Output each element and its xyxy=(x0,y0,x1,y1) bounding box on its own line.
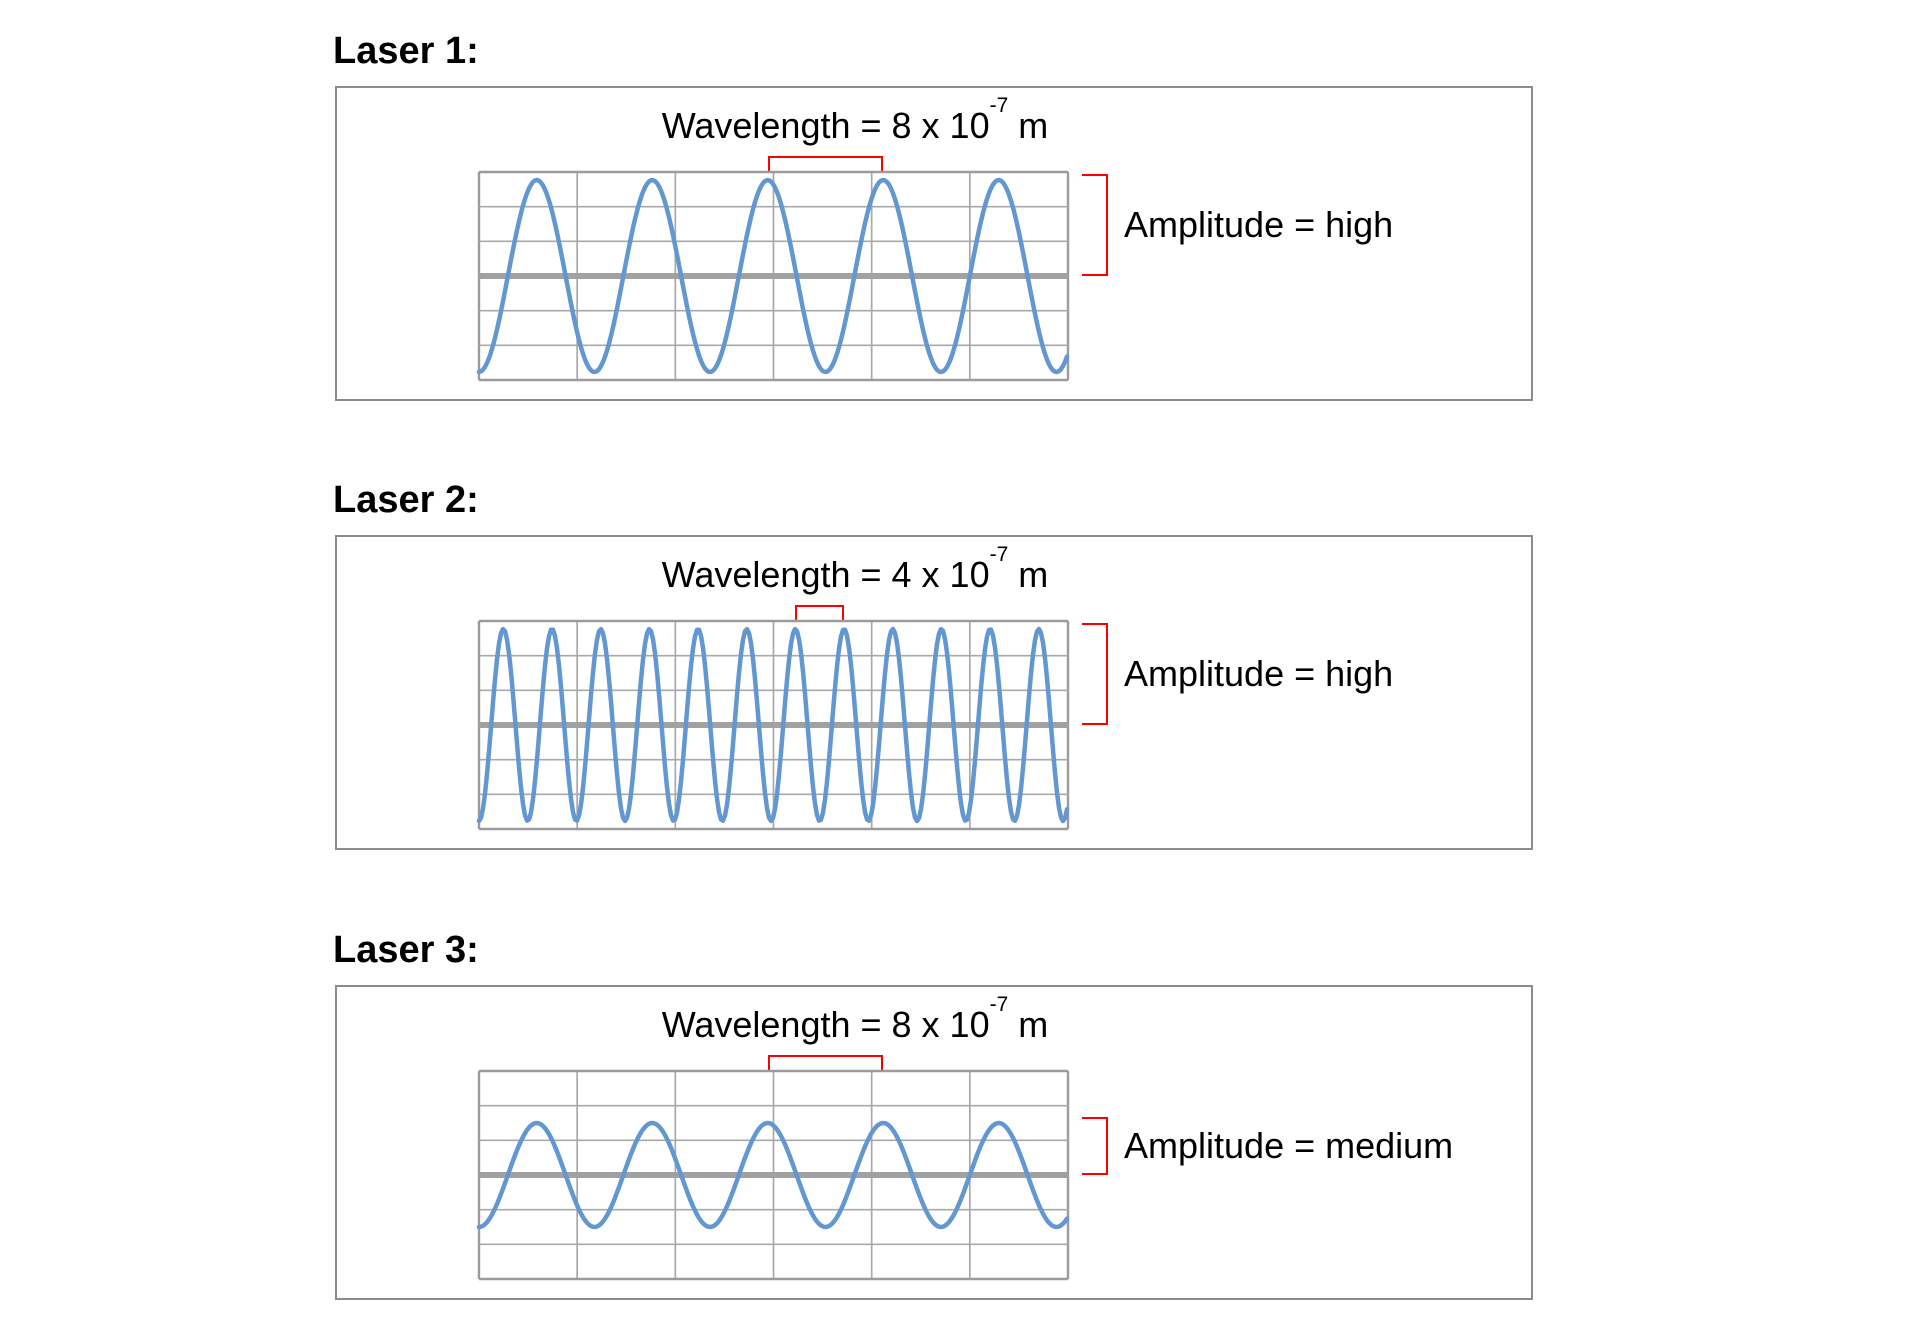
amplitude-label: Amplitude = high xyxy=(1124,653,1394,694)
wavelength-exponent: -7 xyxy=(989,543,1009,566)
amplitude-label: Amplitude = high xyxy=(1124,204,1394,245)
wave-curve xyxy=(476,626,1070,824)
laser-2-box: Wavelength = 4 x 10-7 m Amplitude = high xyxy=(335,535,1533,850)
wave-plot xyxy=(476,170,1070,382)
wavelength-unit: m xyxy=(1008,105,1049,146)
amplitude-bracket xyxy=(1082,623,1108,725)
wavelength-exponent: -7 xyxy=(989,993,1009,1016)
wavelength-label: Wavelength = 8 x 10-7 m xyxy=(565,993,1145,1046)
laser-1-box: Wavelength = 8 x 10-7 m Amplitude = high xyxy=(335,86,1533,401)
wave-curve xyxy=(476,177,1070,375)
wavelength-value: Wavelength = 8 x 10 xyxy=(661,105,990,146)
amplitude-bracket xyxy=(1082,1117,1108,1175)
wavelength-bracket xyxy=(767,1055,884,1071)
wave-curve xyxy=(476,1120,1070,1230)
wavelength-unit: m xyxy=(1008,554,1049,595)
laser-panel-2: Laser 2: Wavelength = 4 x 10-7 m Amplitu… xyxy=(333,479,1533,851)
wavelength-bracket xyxy=(795,605,845,621)
wavelength-label: Wavelength = 4 x 10-7 m xyxy=(565,543,1145,596)
laser-panel-3: Laser 3: Wavelength = 8 x 10-7 m Amplitu… xyxy=(333,929,1533,1301)
wavelength-value: Wavelength = 8 x 10 xyxy=(661,1004,990,1045)
wavelength-exponent: -7 xyxy=(989,94,1009,117)
wavelength-value: Wavelength = 4 x 10 xyxy=(661,554,990,595)
wave-plot xyxy=(476,619,1070,831)
wavelength-unit: m xyxy=(1008,1004,1049,1045)
wavelength-bracket xyxy=(767,156,884,172)
amplitude-bracket xyxy=(1082,174,1108,276)
wave-grid-area xyxy=(476,1069,1070,1281)
laser-panel-1: Laser 1: Wavelength = 8 x 10-7 m Amplitu… xyxy=(333,30,1533,402)
wave-grid-area xyxy=(476,170,1070,382)
laser-2-title: Laser 2: xyxy=(333,479,479,521)
wavelength-label: Wavelength = 8 x 10-7 m xyxy=(565,94,1145,147)
wave-plot xyxy=(476,1069,1070,1281)
amplitude-label: Amplitude = medium xyxy=(1124,1125,1454,1166)
wave-grid-area xyxy=(476,619,1070,831)
laser-3-title: Laser 3: xyxy=(333,929,479,971)
laser-1-title: Laser 1: xyxy=(333,30,479,72)
laser-3-box: Wavelength = 8 x 10-7 m Amplitude = medi… xyxy=(335,985,1533,1300)
